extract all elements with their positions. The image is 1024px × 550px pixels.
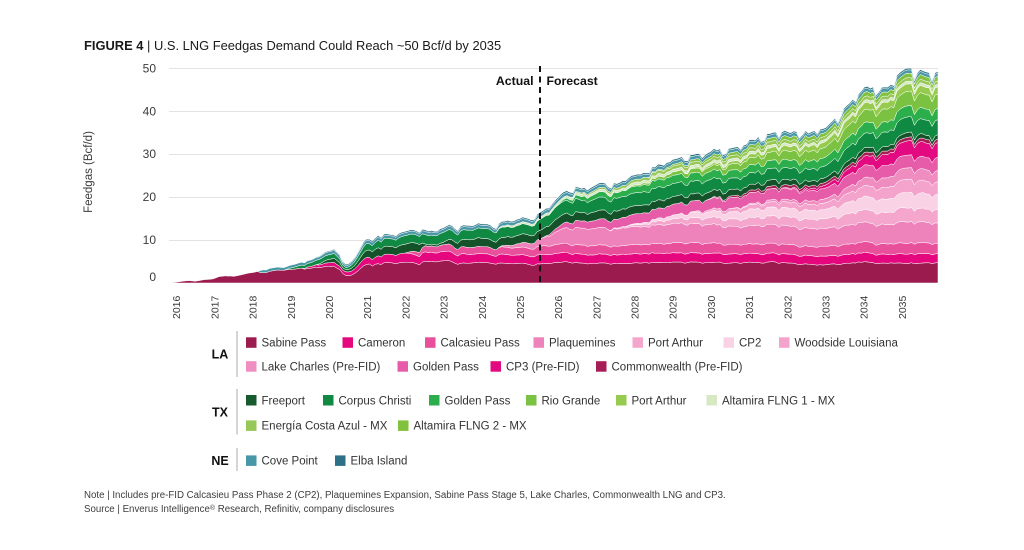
svg-text:Energía Costa Azul - MX: Energía Costa Azul - MX xyxy=(262,421,388,433)
svg-text:2019: 2019 xyxy=(286,295,298,319)
svg-text:Plaquemines: Plaquemines xyxy=(549,338,616,350)
svg-text:2027: 2027 xyxy=(591,295,603,319)
svg-text:Port Arthur: Port Arthur xyxy=(632,395,687,407)
svg-text:2031: 2031 xyxy=(744,295,756,319)
svg-text:2028: 2028 xyxy=(630,295,642,319)
svg-text:2021: 2021 xyxy=(362,295,374,319)
svg-text:Calcasieu Pass: Calcasieu Pass xyxy=(441,338,521,350)
svg-text:2016: 2016 xyxy=(171,295,183,319)
svg-text:Cove Point: Cove Point xyxy=(262,456,319,468)
svg-text:2034: 2034 xyxy=(859,295,871,319)
svg-text:Rio Grande: Rio Grande xyxy=(542,395,601,407)
svg-text:Feedgas (Bcf/d): Feedgas (Bcf/d) xyxy=(83,131,95,213)
svg-text:Source | Enverus Intelligence®: Source | Enverus Intelligence® Research,… xyxy=(84,504,394,515)
svg-text:2035: 2035 xyxy=(897,295,909,319)
svg-text:Lake Charles (Pre-FID): Lake Charles (Pre-FID) xyxy=(262,362,381,374)
svg-text:Port Arthur: Port Arthur xyxy=(648,338,703,350)
svg-text:2029: 2029 xyxy=(668,295,680,319)
svg-text:FIGURE 4 | U.S. LNG Feedgas De: FIGURE 4 | U.S. LNG Feedgas Demand Could… xyxy=(84,38,501,53)
svg-text:Forecast: Forecast xyxy=(547,74,598,88)
svg-text:CP2: CP2 xyxy=(739,338,761,350)
svg-text:Elba Island: Elba Island xyxy=(351,456,408,468)
svg-text:2018: 2018 xyxy=(248,295,260,319)
svg-text:Actual: Actual xyxy=(496,74,534,88)
svg-text:LA: LA xyxy=(212,348,229,362)
svg-text:2024: 2024 xyxy=(477,295,489,319)
svg-text:2033: 2033 xyxy=(821,295,833,319)
svg-text:2032: 2032 xyxy=(782,295,794,319)
svg-text:50: 50 xyxy=(143,62,157,76)
svg-text:2020: 2020 xyxy=(324,295,336,319)
svg-text:Golden Pass: Golden Pass xyxy=(413,362,479,374)
svg-text:2025: 2025 xyxy=(515,295,527,319)
svg-text:Altamira FLNG 1 - MX: Altamira FLNG 1 - MX xyxy=(722,395,835,407)
svg-text:Sabine Pass: Sabine Pass xyxy=(262,338,327,350)
svg-text:Commonwealth (Pre-FID): Commonwealth (Pre-FID) xyxy=(612,362,743,374)
svg-text:NE: NE xyxy=(211,454,228,468)
svg-text:40: 40 xyxy=(143,104,157,118)
svg-text:Cameron: Cameron xyxy=(358,338,405,350)
svg-text:2022: 2022 xyxy=(400,295,412,319)
svg-text:Golden Pass: Golden Pass xyxy=(445,395,511,407)
svg-text:CP3 (Pre-FID): CP3 (Pre-FID) xyxy=(506,362,580,374)
svg-text:Note | Includes pre-FID Calcas: Note | Includes pre-FID Calcasieu Pass P… xyxy=(84,490,726,501)
svg-text:2017: 2017 xyxy=(209,295,221,319)
svg-text:Altamira FLNG 2 - MX: Altamira FLNG 2 - MX xyxy=(414,421,527,433)
svg-text:30: 30 xyxy=(143,147,157,161)
svg-text:TX: TX xyxy=(212,406,229,420)
svg-text:2030: 2030 xyxy=(706,295,718,319)
svg-text:Woodside Louisiana: Woodside Louisiana xyxy=(795,338,899,350)
svg-text:2023: 2023 xyxy=(439,295,451,319)
svg-text:2026: 2026 xyxy=(553,295,565,319)
svg-text:0: 0 xyxy=(149,270,156,284)
svg-text:Corpus Christi: Corpus Christi xyxy=(339,395,412,407)
svg-text:10: 10 xyxy=(143,233,157,247)
svg-text:20: 20 xyxy=(143,190,157,204)
svg-text:Freeport: Freeport xyxy=(262,395,306,407)
